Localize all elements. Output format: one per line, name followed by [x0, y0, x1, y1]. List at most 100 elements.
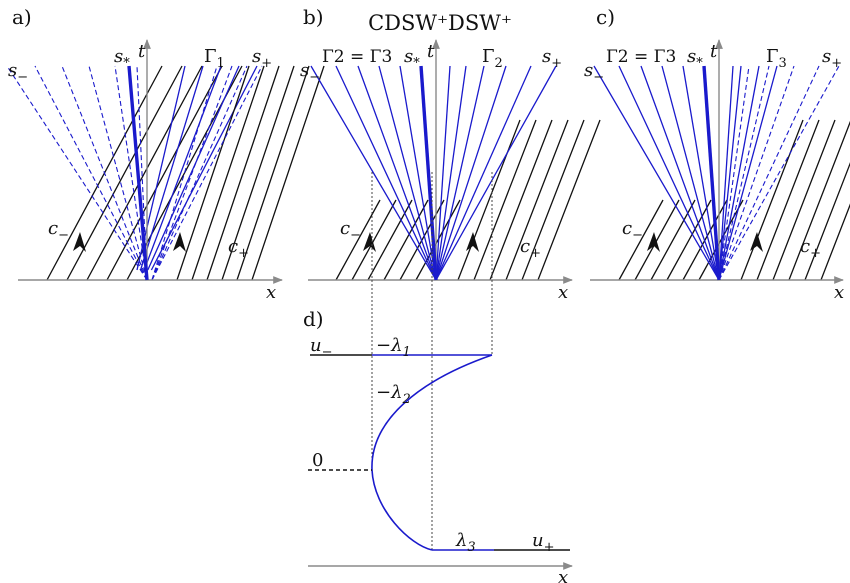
dashed-fan-line — [718, 65, 820, 281]
characteristic-line — [521, 119, 585, 281]
panel-a-wave-fan — [6, 65, 263, 281]
panel-a-s-star-label: s* — [114, 46, 130, 71]
zero-label: 0 — [312, 450, 323, 471]
fan-line — [718, 65, 734, 281]
characteristic-line — [772, 119, 836, 281]
characteristic-line — [666, 199, 712, 281]
panel-b-c-minus-label: c− — [340, 218, 361, 243]
u-plus-label: u+ — [532, 530, 555, 555]
panel-b-s-minus-label: s− — [300, 60, 320, 85]
characteristic-line — [221, 65, 295, 281]
fan-line — [435, 65, 451, 281]
panel-b-c-plus-arrow — [466, 232, 479, 252]
dashed-fan-line — [151, 65, 248, 281]
panel-d-x-label: x — [558, 567, 568, 583]
fan-line — [335, 65, 437, 281]
fan-line — [435, 65, 485, 281]
panel-d-letter: d) — [303, 307, 324, 331]
characteristic-line — [206, 65, 280, 281]
panel-b-t-label: t — [427, 41, 435, 62]
characteristic-line — [351, 199, 397, 281]
lambda1-label: −λ1 — [376, 335, 411, 360]
dashed-fan-line — [151, 65, 263, 281]
characteristic-line — [383, 199, 429, 281]
fan-line — [435, 65, 467, 281]
panel-c-characteristics — [618, 119, 850, 281]
dashed-fan-line — [718, 65, 770, 281]
panel-a-t-label: t — [138, 41, 146, 62]
dashed-fan-line — [151, 65, 233, 281]
fan-line — [378, 65, 437, 281]
fan-line — [435, 65, 532, 281]
fan-line — [399, 65, 437, 281]
characteristic-line — [106, 65, 223, 281]
dashed-fan-line — [88, 65, 148, 281]
fan-line — [435, 65, 507, 281]
characteristic-line — [457, 119, 521, 281]
characteristic-line — [820, 203, 850, 281]
panel-b: b) t x s− Γ2 = Γ3 s* Γ2 s+ c− c+ — [300, 5, 601, 303]
profile-curve — [371, 354, 493, 551]
fan-line — [718, 65, 742, 281]
characteristic-line — [473, 119, 537, 281]
panel-b-gamma-left-label: Γ2 = Γ3 — [322, 47, 392, 67]
characteristic-line — [66, 65, 183, 281]
characteristic-line — [804, 162, 850, 281]
wave-line — [150, 65, 258, 271]
panel-c-c-plus-label: c+ — [800, 236, 821, 261]
wave-line — [147, 65, 240, 271]
fan-line — [618, 65, 720, 281]
dashed-fan-line — [151, 65, 218, 281]
panel-c-c-minus-label: c− — [622, 218, 643, 243]
panel-a-gamma-right-label: Γ1 — [204, 46, 225, 71]
panel-b-s-star-line — [419, 65, 438, 281]
panel-c-s-star-label: s* — [687, 46, 703, 71]
panel-b-characteristics — [335, 119, 601, 281]
characteristic-line — [537, 119, 601, 281]
fan-line — [357, 65, 437, 281]
panel-b-letter: b) — [303, 5, 324, 29]
panel-a-s-minus-label: s− — [8, 60, 28, 85]
characteristic-line — [86, 65, 203, 281]
characteristic-line — [634, 199, 680, 281]
wave-line — [143, 65, 222, 271]
dashed-fan-line — [6, 65, 148, 281]
fan-line — [640, 65, 720, 281]
figure-title: CDSW⁺DSW⁺ — [368, 11, 512, 35]
panel-a-characteristics — [46, 65, 325, 281]
dashed-fan-line — [718, 65, 840, 281]
panel-a-c-minus-arrow — [73, 232, 86, 252]
panel-a-c-plus-arrow — [173, 232, 186, 252]
panel-b-s-plus-label: s+ — [542, 46, 562, 71]
panel-c-t-label: t — [710, 41, 718, 62]
fan-line — [435, 65, 557, 281]
panel-b-c-minus-arrow — [363, 232, 376, 252]
panel-a-s-plus-label: s+ — [252, 46, 272, 71]
panel-c-s-plus-label: s+ — [822, 46, 842, 71]
characteristic-line — [618, 199, 664, 281]
dashed-fan-line — [718, 65, 750, 281]
fan-line — [682, 65, 720, 281]
panel-c-s-star-line — [702, 65, 721, 281]
fan-line — [661, 65, 720, 281]
characteristic-line — [740, 119, 804, 281]
u-minus-label: u− — [310, 335, 333, 360]
panel-b-x-label: x — [558, 282, 568, 303]
panel-c-c-minus-arrow — [647, 232, 660, 252]
characteristic-line — [176, 65, 250, 281]
panel-a: a) t x s− s* Γ1 s+ c− c+ — [6, 5, 325, 303]
characteristic-line — [788, 120, 850, 281]
lambda2-label: −λ2 — [376, 382, 411, 407]
dashed-fan-line — [114, 65, 148, 281]
panel-b-gamma-right-label: Γ2 — [482, 46, 503, 71]
panel-c: c) t x s− Γ2 = Γ3 s* Γ3 s+ c− c+ — [584, 5, 850, 303]
dashed-fan-line — [61, 65, 148, 281]
characteristic-line — [251, 65, 325, 281]
panel-c-x-label: x — [834, 282, 844, 303]
characteristic-line — [505, 119, 569, 281]
characteristic-line — [191, 65, 265, 281]
characteristic-line — [236, 65, 310, 281]
fan-line — [718, 65, 760, 281]
panel-b-s-star-label: s* — [404, 46, 420, 71]
